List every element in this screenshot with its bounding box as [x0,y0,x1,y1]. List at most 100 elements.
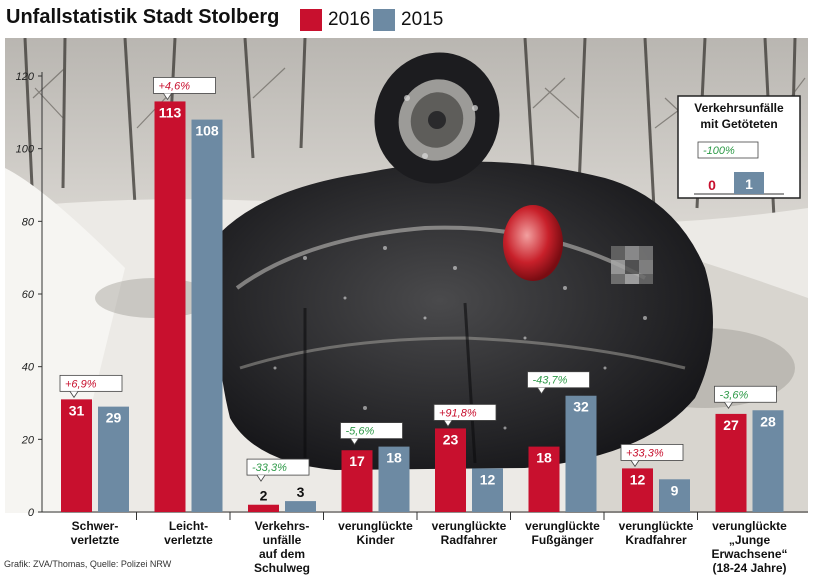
bar-2016 [715,413,747,512]
change-label: -3,6% [720,389,749,401]
change-label: +91,8% [439,407,477,419]
legend-swatch-2016 [300,9,322,31]
change-pointer [630,460,640,468]
bar-2015 [98,406,129,512]
chart-title: Unfallstatistik Stadt Stolberg [6,6,280,28]
category-label-line: Fußgänger [532,533,594,547]
bar-2016 [341,450,373,512]
change-box [620,443,684,461]
header: Unfallstatistik Stadt Stolberg 2016 2015 [0,0,815,38]
bar-2015 [378,446,410,512]
change-pointer [350,438,359,446]
change-label: -43,7% [533,375,568,387]
change-label: -33,3% [252,462,287,474]
value-label-2015: 108 [195,123,219,139]
inset-value-2016: 0 [708,177,716,193]
category-label-line: verunglückte [432,519,507,533]
category-label-line: Verkehrs- [255,519,310,533]
change-callout: +4,6% [153,77,216,101]
value-label-2016: 12 [630,471,646,487]
category-label-line: verunglückte [338,519,413,533]
category-label-line: Kradfahrer [625,533,687,547]
change-callout: -33,3% [246,458,310,482]
value-label-2016: 31 [69,402,85,418]
change-box [714,385,777,403]
category-label-line: Schwer- [72,519,119,533]
legend-label-2015: 2015 [401,9,444,30]
change-box [527,371,590,389]
change-callout: +6,9% [59,374,123,399]
y-tick-label: 100 [16,144,35,156]
change-label: +33,3% [626,447,664,459]
bar-2015 [285,501,316,512]
category-label-line: Leicht- [169,519,208,533]
y-tick-label: 40 [22,362,35,374]
category-label-line: (18-24 Jahre) [712,561,786,575]
category-label-line: auf dem [259,547,305,561]
change-callout: -3,6% [714,385,777,409]
change-box [153,77,216,94]
change-pointer [724,402,733,409]
change-label: +6,9% [65,378,97,390]
category-label-line: Erwachsene“ [711,547,787,561]
change-pointer [163,93,172,101]
bar-2015 [191,119,223,512]
category-label-line: unfälle [263,533,302,547]
value-label-2016: 23 [443,431,459,447]
value-label-2016: 27 [723,417,739,433]
legend-label-2016: 2016 [328,9,371,30]
category-label-line: „Junge [729,533,771,547]
change-pointer [69,391,79,399]
inset-change-box [697,141,759,159]
change-callout: -43,7% [527,371,590,395]
category-label-line: verunglückte [525,519,600,533]
change-pointer [537,387,546,395]
category-label-line: verletzte [71,533,120,547]
value-label-2015: 3 [297,484,305,500]
inset-value-2015: 1 [745,176,753,192]
value-label-2016: 18 [536,450,552,466]
change-callout: -5,6% [340,422,403,446]
bar-2016 [61,399,92,512]
bar-2015 [472,468,503,512]
change-callout: +91,8% [433,404,497,428]
inset-title-line: mit Getöteten [700,117,777,131]
bar-2015 [565,395,597,512]
change-box [246,458,310,476]
bar-2016 [154,101,186,512]
bar-2016 [248,504,279,512]
inset-change-label: -100% [703,145,735,157]
category-label-line: verletzte [164,533,213,547]
bar-2015 [752,410,784,512]
value-label-2015: 28 [760,413,776,429]
change-box [433,404,497,421]
value-label-2015: 18 [386,450,402,466]
inset-bar-2015 [734,172,764,194]
category-label-line: Radfahrer [441,533,498,547]
value-label-2016: 113 [159,104,182,120]
y-tick-label: 0 [28,507,35,519]
inset-title-line: Verkehrsunfälle [694,101,784,115]
change-label: +4,6% [159,80,191,92]
inset-fatalities: Verkehrsunfälle mit Getöteten -100% 0 1 [677,95,801,199]
bar-2016 [528,446,560,512]
value-label-2015: 9 [671,482,679,498]
category-label-line: verunglückte [712,519,787,533]
value-label-2016: 17 [349,453,365,469]
change-callout: +33,3% [620,443,684,468]
category-label-line: verunglückte [619,519,694,533]
value-label-2015: 32 [573,399,589,415]
change-label: -5,6% [346,426,375,438]
source-credit: Grafik: ZVA/Thomas, Quelle: Polizei NRW [4,559,172,569]
value-label-2015: 29 [106,410,122,426]
value-label-2016: 2 [260,488,268,504]
category-label-line: Schulweg [254,561,310,575]
bar-2016 [435,428,466,512]
change-pointer [443,420,453,428]
category-label-line: Kinder [356,533,394,547]
change-pointer [256,474,266,482]
category-labels: Schwer-verletzteLeicht-verletzteVerkehrs… [71,512,788,575]
change-box [340,422,403,440]
